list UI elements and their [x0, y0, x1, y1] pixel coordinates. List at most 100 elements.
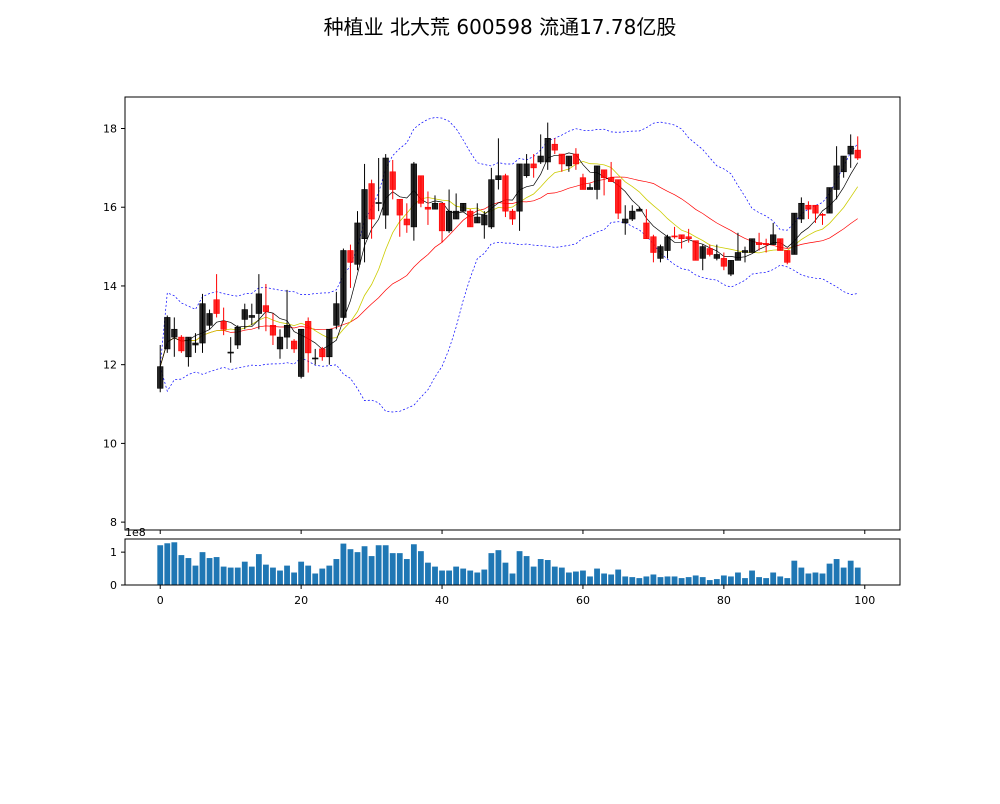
chart-title: 种植业 北大荒 600598 流通17.78亿股: [324, 15, 677, 39]
ma10-line: [159, 160, 859, 367]
volume-bar: [777, 576, 784, 585]
candle-up: [741, 250, 749, 253]
volume-bar: [234, 567, 241, 585]
candle-down: [692, 240, 699, 261]
volume-bar: [213, 557, 220, 585]
volume-bar: [453, 566, 460, 585]
volume-bar: [305, 565, 312, 585]
volume-bar: [164, 543, 171, 585]
volume-bar: [502, 562, 509, 585]
volume-bar: [185, 558, 192, 585]
x-tick-label: 80: [717, 594, 731, 607]
candle-up: [523, 163, 530, 177]
y-tick-label: 14: [103, 280, 117, 293]
candle-up: [629, 210, 636, 220]
candle-up: [474, 216, 481, 224]
volume-bar: [248, 566, 255, 585]
volume-y-tick-label: 1: [110, 546, 117, 559]
volume-bar: [255, 554, 262, 585]
candle-up: [171, 328, 178, 338]
volume-bar: [544, 560, 551, 585]
volume-bar: [826, 563, 833, 585]
volume-bar: [340, 543, 347, 585]
candle-up: [537, 155, 544, 163]
volume-bar: [199, 552, 206, 585]
volume-bar: [720, 575, 727, 585]
volume-bar: [495, 550, 502, 585]
candle-up: [241, 309, 248, 320]
candle-down: [819, 214, 826, 216]
volume-bar: [227, 567, 234, 585]
candle-up: [276, 336, 284, 350]
volume-bar: [573, 571, 579, 585]
candle-down: [262, 305, 270, 312]
candle-down: [530, 163, 537, 169]
candle-down: [319, 348, 326, 358]
candle-up: [636, 208, 643, 212]
volume-bar: [664, 576, 671, 585]
candle-down: [854, 149, 861, 159]
volume-bar: [481, 569, 488, 585]
volume-bar: [241, 561, 248, 585]
candle-up: [833, 165, 840, 190]
volume-bar: [685, 577, 692, 585]
volume-bar: [763, 578, 770, 585]
bollinger-upper-line: [159, 117, 858, 367]
candle-up: [312, 357, 319, 360]
candle-down: [551, 143, 558, 151]
volume-bar: [650, 574, 657, 585]
candle-up: [727, 260, 735, 275]
volume-bar: [608, 574, 615, 585]
volume-bar: [389, 553, 396, 585]
candle-up: [798, 202, 805, 220]
candle-up: [206, 313, 213, 326]
volume-bar: [798, 567, 805, 585]
candle-up: [713, 254, 720, 259]
volume-bar: [263, 564, 269, 585]
candle-down: [812, 204, 819, 214]
volume-bar: [805, 573, 812, 585]
volume-bar: [636, 578, 643, 585]
volume-bar: [220, 566, 227, 585]
volume-offset-label: 1e8: [125, 526, 146, 539]
candle-down: [347, 250, 354, 263]
volume-bar: [601, 573, 607, 585]
candle-up: [445, 210, 453, 232]
ma5-line: [159, 152, 858, 367]
candle-down: [220, 321, 227, 330]
y-tick-label: 8: [110, 516, 117, 529]
candle-down: [502, 175, 509, 212]
volume-bar: [171, 542, 178, 585]
volume-bar: [467, 570, 474, 585]
candle-up: [840, 155, 847, 173]
candle-down: [403, 218, 410, 226]
volume-bar: [643, 576, 650, 585]
candle-up: [164, 317, 171, 350]
candle-up: [791, 212, 798, 255]
candle-down: [720, 258, 727, 267]
volume-bar: [728, 576, 734, 585]
volume-bar: [439, 570, 445, 585]
candle-up: [298, 328, 305, 377]
volume-bar: [446, 570, 452, 585]
volume-bar: [270, 567, 276, 585]
volume-bar: [298, 561, 305, 585]
candle-down: [269, 325, 277, 336]
volume-bar: [284, 565, 290, 585]
volume-bar: [157, 545, 164, 585]
volume-bar: [749, 570, 755, 585]
volume-bar: [854, 567, 861, 585]
volume-bar: [706, 580, 713, 585]
volume-bar: [756, 577, 762, 585]
volume-axes-frame: [124, 538, 901, 586]
candle-down: [706, 248, 713, 255]
candle-down: [396, 199, 403, 216]
candle-up: [255, 293, 262, 314]
y-tick-label: 16: [103, 201, 117, 214]
volume-bar: [396, 553, 403, 585]
volume-bar: [812, 572, 819, 585]
volume-axes: 0 1 1e8 0 20 40 60 80 100: [110, 526, 901, 607]
volume-bar: [432, 566, 438, 585]
volume-bar: [530, 566, 537, 585]
